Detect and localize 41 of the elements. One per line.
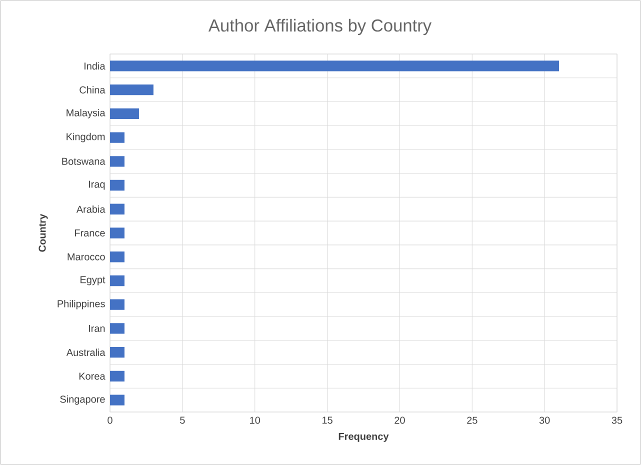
x-axis-title: Frequency — [338, 432, 389, 442]
y-tick-label: Kingdom — [66, 132, 105, 142]
y-axis-title: Country — [38, 214, 48, 252]
bar — [110, 228, 124, 238]
bar — [110, 132, 124, 143]
y-tick-label: Botswana — [62, 158, 106, 165]
chart-title: Author Affiliations by Country — [208, 18, 432, 36]
bar — [110, 299, 124, 310]
bar — [110, 394, 124, 406]
bar — [110, 108, 139, 120]
y-tick-label: India — [84, 62, 106, 70]
x-tick-label: 35 — [612, 416, 622, 424]
bar — [110, 347, 124, 358]
bar — [110, 204, 124, 214]
y-tick-label: Philippines — [58, 300, 105, 310]
y-tick-label: Marocco — [68, 253, 105, 260]
bar — [110, 275, 124, 286]
x-tick-label: 5 — [180, 416, 185, 424]
y-tick-label: Singapore — [60, 395, 105, 405]
y-tick-label: Arabia — [76, 205, 106, 213]
x-tick-label: 25 — [467, 416, 478, 424]
bar — [110, 323, 124, 334]
bar — [110, 370, 124, 382]
y-tick-label: Iraq — [88, 180, 105, 190]
y-tick-label: China — [80, 86, 106, 94]
x-tick-label: 10 — [250, 416, 260, 424]
y-tick-label: Iran — [88, 324, 105, 332]
x-tick-label: 30 — [539, 416, 550, 424]
x-tick-label: 15 — [322, 416, 332, 424]
bar — [110, 180, 124, 191]
y-tick-label: Malaysia — [66, 109, 106, 118]
x-tick-label: 20 — [394, 416, 405, 424]
y-tick-label: France — [74, 230, 105, 236]
bar — [110, 156, 124, 167]
y-tick-label: Egypt — [80, 276, 106, 286]
y-tick-label: Korea — [79, 372, 106, 380]
bar — [110, 252, 124, 262]
y-tick-label: Australia — [66, 348, 106, 356]
bar — [110, 84, 154, 96]
x-tick-label: 0 — [108, 416, 112, 424]
bar — [110, 60, 560, 72]
